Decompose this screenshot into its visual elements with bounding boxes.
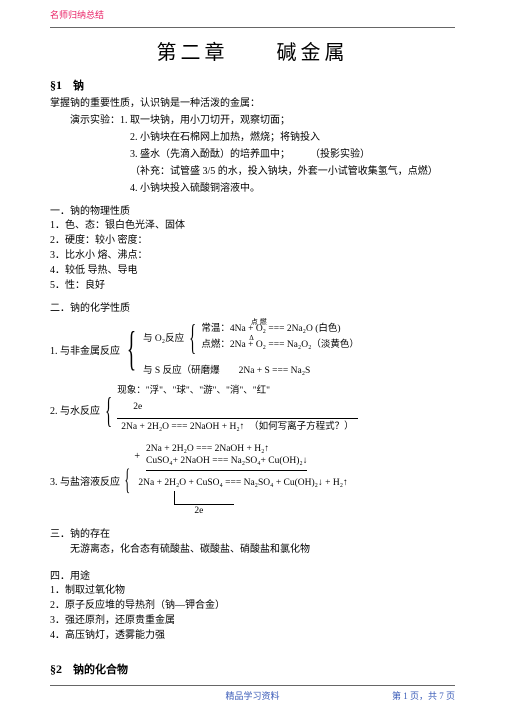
chem-head: 二．钠的化学性质 <box>50 299 455 314</box>
demo-4: 4. 小钠块投入硫酸铜溶液中。 <box>50 181 455 196</box>
r2-phenom: 现象："浮"、"球"、"游"、"消"、"红" <box>117 385 357 397</box>
demo-note: （补充：试管盛 3/5 的水，投入钠块，外套一小试管收集氢气，点燃） <box>50 164 455 179</box>
r1-label: 1. 与非金属反应 <box>50 342 120 357</box>
phys-5: 5．性：良好 <box>50 279 455 293</box>
r3-2e: 2e <box>134 505 351 517</box>
exist-head: 三．钠的存在 <box>50 525 455 540</box>
r2-2e: 2e <box>117 401 357 413</box>
phys-head: 一．钠的物理性质 <box>50 202 455 217</box>
intro-text: 掌握钠的重要性质，认识钠是一种活泼的金属： <box>50 96 455 111</box>
footer: 精品学习资料 第 1 页，共 7 页 <box>0 689 505 702</box>
use-2: 2．原子反应堆的导热剂（钠—钾合金） <box>50 599 455 613</box>
r2-label: 2. 与水反应 <box>50 402 100 417</box>
use-head: 四．用途 <box>50 567 455 582</box>
phys-4: 4．较低 导热、导电 <box>50 264 455 278</box>
bracket-line <box>174 491 234 505</box>
reaction-salt: 3. 与盐溶液反应 { + 2Na + 2H₂O === 2NaOH + H₂↑… <box>50 443 455 517</box>
divider-bottom <box>50 685 455 686</box>
footer-pager: 第 1 页，共 7 页 <box>392 689 455 702</box>
header-label: 名师归纳总结 <box>0 0 505 25</box>
demo-line: 演示实验：1. 取一块钠，用小刀切开，观察切面； <box>50 113 455 128</box>
eq-normal: 常温：4Na + O₂ === 2Na₂O (白色) 点 燃 <box>201 323 365 335</box>
reaction-nonmetal: 1. 与非金属反应 { 与 O₂反应 { 常温：4Na + O₂ === 2Na… <box>50 322 455 377</box>
phys-1: 1．色、态：银白色光泽、固体 <box>50 219 455 233</box>
use-1: 1．制取过氧化物 <box>50 584 455 598</box>
r3-l1: 2Na + 2H₂O === 2NaOH + H₂↑ <box>146 443 307 455</box>
phys-2: 2．硬度：较小 密度： <box>50 234 455 248</box>
phys-3: 3．比水小 熔、沸点： <box>50 249 455 263</box>
brace-icon: { <box>127 329 136 370</box>
page-content: 第二章 碱金属 §1 钠 掌握钠的重要性质，认识钠是一种活泼的金属： 演示实验：… <box>0 36 505 677</box>
chapter-title: 第二章 碱金属 <box>50 36 455 65</box>
eq-burn: 点燃：2Na + O₂ === Na₂O₂（淡黄色） Δ <box>201 339 365 351</box>
divider-top <box>50 27 455 28</box>
plus-sign: + <box>134 451 140 462</box>
r3-label: 3. 与盐溶液反应 <box>50 473 120 488</box>
exist-text: 无游离态，化合态有硫酸盐、碳酸盐、硝酸盐和氯化物 <box>50 542 455 557</box>
brace-icon: { <box>189 322 196 353</box>
r2-eq: 2Na + 2H₂O === 2NaOH + H₂↑ （如何写离子方程式？） <box>117 418 357 435</box>
brace-icon: { <box>124 467 130 493</box>
demo-2: 2. 小钠块在石棉网上加热，燃烧；将钠投入 <box>50 130 455 145</box>
footer-brand: 精品学习资料 <box>225 691 279 701</box>
r1-o-label: 与 O₂反应 <box>143 330 184 344</box>
reaction-water: 2. 与水反应 { 现象："浮"、"球"、"游"、"消"、"红" 2e 2Na … <box>50 385 455 435</box>
use-3: 3．强还原剂，还原贵重金属 <box>50 614 455 628</box>
demo-3: 3. 盛水（先滴入酚酞）的培养皿中； （投影实验） <box>50 147 455 162</box>
use-4: 4．高压钠灯，透雾能力强 <box>50 629 455 643</box>
r3-l2: CuSO₄+ 2NaOH === Na₂SO₄+ Cu(OH)₂↓ <box>146 455 307 467</box>
eq-sulfur: 与 S 反应（研磨爆 2Na + S === Na₂S <box>143 365 366 377</box>
brace-icon: { <box>105 395 112 426</box>
r3-sum: 2Na + 2H₂O + CuSO₄ === Na₂SO₄ + Cu(OH)₂↓… <box>134 475 351 491</box>
section2-head: §2 钠的化合物 <box>50 661 455 677</box>
section1-head: §1 钠 <box>50 77 455 93</box>
